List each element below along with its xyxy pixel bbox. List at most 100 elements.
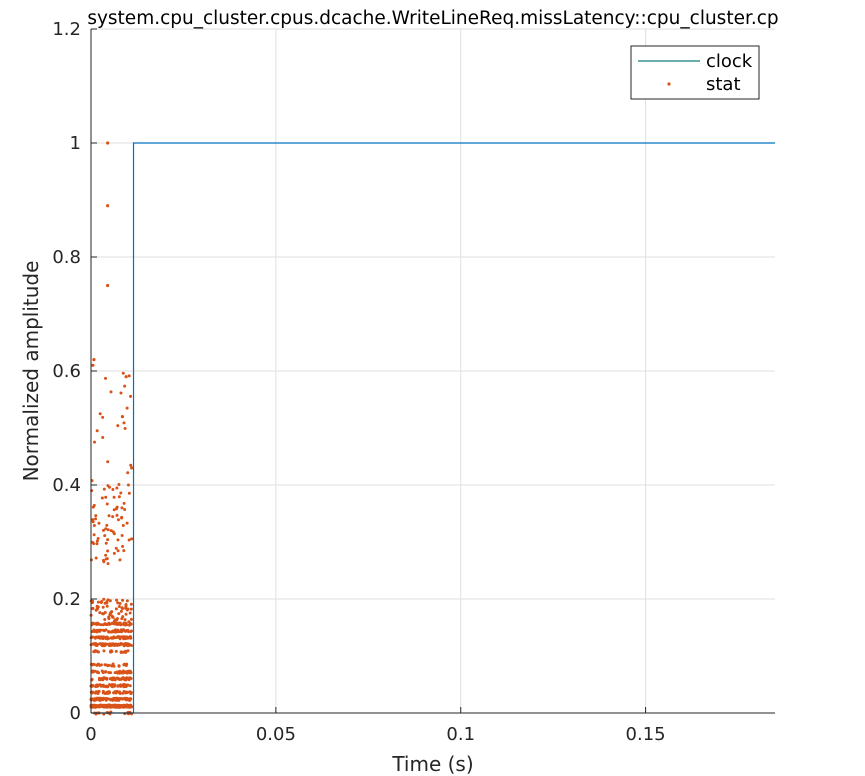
- stat-point: [127, 623, 131, 627]
- stat-point: [91, 622, 95, 626]
- y-tick-labels: 0 0.2 0.4 0.6 0.8 1 1.2: [52, 19, 81, 724]
- stat-point: [121, 544, 125, 548]
- stat-point: [99, 635, 103, 639]
- stat-point: [130, 644, 134, 647]
- grid-lines: [90, 28, 775, 714]
- stat-point: [119, 491, 123, 495]
- stat-point: [109, 390, 113, 394]
- stat-point: [107, 514, 111, 518]
- stat-point: [97, 622, 101, 626]
- stat-point: [129, 463, 133, 467]
- stat-point: [94, 642, 98, 646]
- stat-point: [96, 605, 100, 609]
- stat-point: [117, 705, 121, 709]
- stat-point: [129, 691, 133, 695]
- stat-point: [125, 406, 129, 410]
- stat-point: [111, 703, 115, 707]
- stat-point: [118, 692, 122, 696]
- x-tick-label: 0: [85, 724, 96, 745]
- stat-point: [102, 597, 106, 601]
- stat-point: [122, 685, 126, 689]
- stat-point: [97, 676, 101, 680]
- stat-point: [96, 650, 100, 654]
- stat-point: [120, 415, 125, 419]
- chart-title: system.cpu_cluster.cpus.dcache.WriteLine…: [87, 8, 778, 29]
- stat-point: [102, 676, 106, 680]
- stat-point: [103, 618, 107, 622]
- stat-point: [92, 662, 96, 666]
- stat-point: [117, 495, 121, 499]
- stat-point: [91, 669, 95, 673]
- stat-point: [123, 621, 127, 625]
- stat-point: [117, 664, 121, 668]
- stat-point: [92, 358, 96, 362]
- stat-point: [107, 617, 111, 621]
- legend-clock-label: clock: [706, 51, 753, 72]
- axes: [90, 28, 775, 714]
- stat-point: [90, 629, 94, 633]
- stat-point: [105, 676, 109, 680]
- stat-point: [104, 495, 108, 499]
- stat-point: [94, 685, 98, 689]
- stat-point: [119, 650, 123, 654]
- y-tick-label: 0.6: [52, 361, 81, 382]
- stat-point: [119, 609, 123, 613]
- stat-point: [127, 643, 131, 647]
- stat-point: [122, 705, 126, 709]
- stat-point: [120, 630, 124, 634]
- stat-point: [112, 684, 116, 688]
- stat-point: [112, 532, 116, 536]
- stat-point: [129, 617, 133, 621]
- stat-point: [100, 697, 104, 701]
- stat-point: [122, 650, 126, 654]
- stat-point: [116, 635, 120, 639]
- stat-point: [95, 542, 99, 546]
- stat-point: [107, 629, 111, 633]
- stat-point: [121, 697, 125, 701]
- stat-point: [93, 440, 97, 444]
- stat-point: [129, 697, 133, 701]
- y-tick-label: 1.2: [52, 19, 81, 40]
- stat-point: [128, 676, 132, 680]
- stat-point: [126, 471, 130, 475]
- stat-point: [93, 636, 97, 640]
- clock-series: [91, 142, 775, 714]
- stat-point: [123, 507, 127, 511]
- stat-point: [106, 141, 110, 145]
- stat-point: [98, 629, 102, 633]
- stat-point: [128, 684, 132, 688]
- stat-point: [107, 663, 111, 667]
- stat-point: [129, 703, 133, 707]
- stat-point: [109, 636, 113, 640]
- stat-point: [124, 612, 128, 616]
- stat-point: [106, 622, 110, 626]
- stat-point: [115, 513, 119, 517]
- stat-point: [117, 671, 121, 675]
- stat-point: [106, 685, 110, 689]
- legend-stat-label: stat: [706, 74, 741, 95]
- stat-point: [118, 630, 122, 634]
- stat-point: [109, 649, 113, 653]
- stat-point: [93, 691, 97, 695]
- stat-point: [119, 391, 123, 395]
- stat-point: [112, 697, 116, 701]
- stat-point: [122, 644, 126, 648]
- stat-point: [94, 704, 98, 708]
- stat-point: [107, 683, 111, 687]
- stat-point: [106, 460, 110, 464]
- stat-point: [104, 376, 108, 380]
- stat-point: [91, 642, 95, 646]
- stat-point: [104, 663, 108, 667]
- stat-point: [119, 642, 123, 646]
- stat-point: [94, 697, 98, 701]
- stat-point: [100, 684, 104, 688]
- stat-point: [96, 635, 100, 639]
- stat-point: [115, 670, 119, 674]
- stat-point: [114, 649, 118, 653]
- legend-stat-marker: [667, 82, 671, 86]
- stat-point: [126, 698, 130, 702]
- y-tick-label: 0.2: [52, 589, 81, 610]
- stat-point: [116, 684, 120, 688]
- stat-point: [104, 628, 108, 632]
- stat-point: [106, 204, 110, 208]
